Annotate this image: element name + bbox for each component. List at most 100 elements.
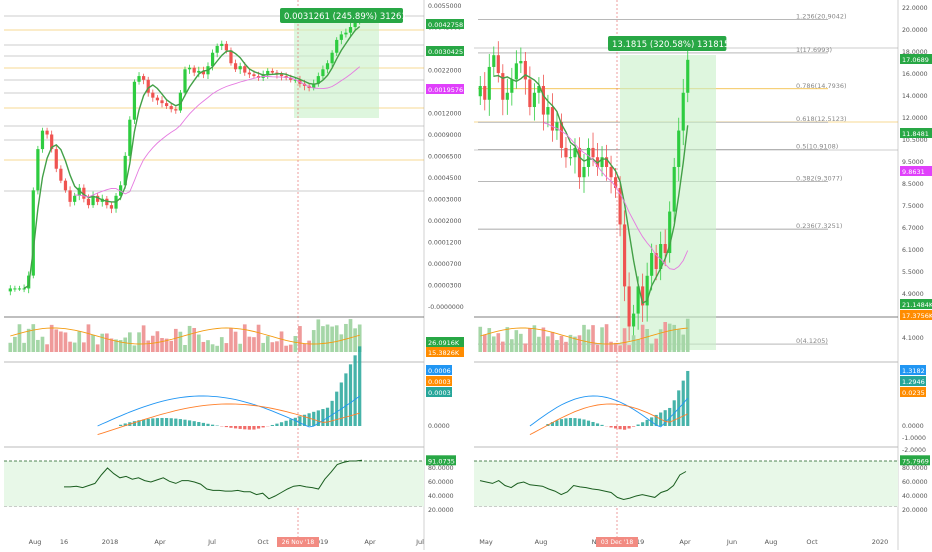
left-candle (234, 63, 237, 69)
left-candle (151, 93, 154, 98)
left-x-label: Apr (364, 538, 376, 546)
left-rsi-tick: 60.0000 (428, 479, 454, 486)
left-macd-bar (170, 418, 173, 426)
fib-label: 1(17.6993) (796, 46, 832, 54)
left-candle (344, 33, 347, 35)
right-macd-bar (578, 419, 581, 426)
fib-label: 1.236(20.9042) (796, 13, 847, 21)
right-candle (492, 55, 495, 67)
left-volume-bar (298, 326, 302, 352)
right-volume-bar (524, 343, 528, 352)
left-volume-bar (146, 340, 150, 352)
left-volume-bar (123, 338, 127, 352)
left-candle (160, 100, 163, 103)
left-volume-bar (275, 341, 279, 352)
right-volume-bar (519, 334, 523, 352)
left-macd-bar (165, 418, 168, 426)
right-macd-bar (623, 426, 626, 430)
fib-label: 0.618(12.5123) (796, 115, 847, 123)
right-volume-bar (596, 345, 600, 352)
right-macd-tick: 0.0000 (902, 423, 924, 430)
right-x-label: Aug (535, 538, 548, 546)
left-candle (45, 131, 48, 135)
right-volume-bar (478, 327, 482, 352)
left-macd-bar (229, 426, 232, 428)
left-volume-bar (266, 336, 270, 352)
right-volume-bar (623, 328, 627, 352)
right-y-tick: 4.9000 (902, 291, 924, 298)
left-volume-bar (156, 331, 160, 352)
right-rsi-tick: 20.0000 (902, 507, 928, 514)
right-y-tick: 20.0000 (902, 27, 928, 34)
fib-label: 0.236(7.3251) (796, 222, 842, 230)
left-volume-bar (36, 340, 40, 352)
left-volume-bar (248, 337, 252, 352)
right-y-tick: 8.5000 (902, 181, 924, 188)
left-volume-bar (211, 344, 215, 352)
left-candle (243, 66, 246, 72)
left-y-tick: 0.0002000 (428, 218, 462, 225)
right-rsi-band (474, 461, 898, 507)
left-y-tick: 0.0004500 (428, 175, 462, 182)
right-price-badge: 17.0689 (902, 56, 929, 64)
left-candle (239, 66, 242, 69)
right-candle (664, 244, 667, 253)
left-macd-bar (331, 401, 334, 426)
left-volume-bar (128, 332, 132, 352)
right-candle (569, 157, 572, 158)
right-volume-bar (564, 342, 568, 352)
left-macd-tick: 0.0000 (428, 423, 450, 430)
left-macd-bar (294, 418, 297, 426)
left-macd-badge: 0.0003 (428, 378, 451, 386)
left-volume-bar (59, 331, 63, 352)
left-macd-bar (147, 419, 150, 426)
right-macd-bar (614, 426, 617, 428)
right-macd-bar (609, 426, 612, 427)
left-volume-bar (27, 329, 31, 352)
left-candle (216, 46, 219, 53)
right-y-tick: 14.0000 (902, 93, 928, 100)
right-x-label: Oct (806, 538, 818, 546)
right-macd-bar (582, 419, 585, 426)
left-macd-bar (285, 421, 288, 426)
right-candle (623, 224, 626, 286)
left-volume-bar (353, 328, 357, 352)
left-volume-bar (271, 342, 275, 352)
left-volume-bar (202, 342, 206, 352)
left-macd-bar (151, 418, 154, 426)
left-volume-bar (344, 324, 348, 352)
right-volume-bar (627, 345, 631, 352)
left-macd-bar (248, 426, 251, 430)
left-volume-bar (303, 344, 307, 352)
right-volume-bar (600, 327, 604, 352)
left-candle (197, 71, 200, 73)
left-y-tick: -0.0000000 (428, 304, 464, 311)
left-volume-bar (192, 328, 196, 352)
left-candle (321, 69, 324, 76)
left-macd-bar (298, 416, 301, 426)
right-candle (587, 148, 590, 167)
right-volume-bar (636, 339, 640, 352)
left-candle (183, 69, 186, 92)
left-y-tick: 0.0012000 (428, 111, 462, 118)
left-volume-bar (68, 342, 72, 352)
left-measure-zone (294, 18, 379, 118)
left-macd-bar (225, 426, 228, 427)
right-y-tick: 9.5000 (902, 159, 924, 166)
left-volume-bar (330, 327, 334, 352)
left-candle (349, 27, 352, 33)
left-y-tick: 0.0003000 (428, 197, 462, 204)
right-volume-bar (546, 336, 550, 352)
left-volume-bar (197, 335, 201, 352)
left-x-label: Oct (257, 538, 269, 546)
left-volume-bar (133, 345, 137, 352)
left-candle (220, 44, 223, 46)
left-volume-bar (160, 338, 164, 352)
left-volume-ma-line (10, 328, 359, 344)
right-candle (497, 55, 500, 73)
left-candle (18, 288, 21, 289)
right-rsi-tick: 60.0000 (902, 479, 928, 486)
left-volume-bar (77, 332, 81, 352)
right-candle (564, 148, 567, 157)
right-candle (546, 107, 549, 115)
